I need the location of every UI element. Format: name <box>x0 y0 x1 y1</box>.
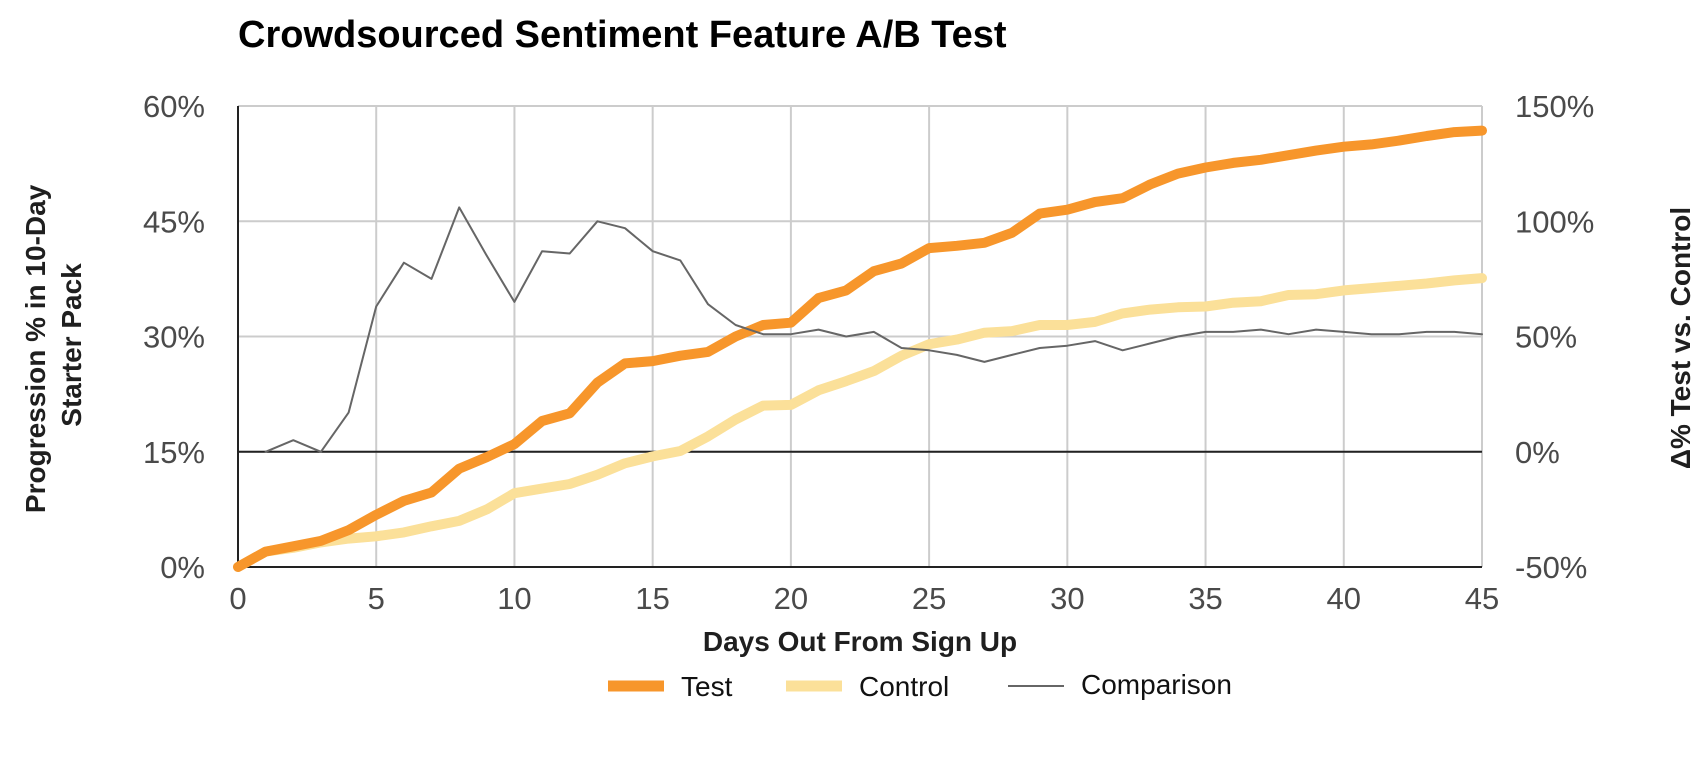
y-right-tick-label: 100% <box>1515 204 1594 239</box>
y-left-axis-title-line-1: Progression % in 10-Day <box>20 184 51 513</box>
x-tick-label: 35 <box>1188 581 1222 616</box>
y-right-tick-label: -50% <box>1515 550 1587 585</box>
x-tick-label: 20 <box>774 581 808 616</box>
x-tick-label: 15 <box>635 581 669 616</box>
x-tick-label: 45 <box>1465 581 1499 616</box>
series-line-control <box>233 273 1487 572</box>
legend: Test Control Comparison <box>608 669 1232 702</box>
legend-label-control: Control <box>859 671 949 702</box>
x-tick-label: 40 <box>1327 581 1361 616</box>
chart-title: Crowdsourced Sentiment Feature A/B Test <box>238 14 1007 56</box>
y-left-axis-title: Progression % in 10-Day Starter Pack <box>20 177 87 513</box>
y-right-tick-label: 150% <box>1515 89 1594 124</box>
x-tick-label: 25 <box>912 581 946 616</box>
series-line-test <box>233 125 1487 572</box>
series-lines <box>233 125 1487 572</box>
x-axis-title: Days Out From Sign Up <box>703 626 1017 657</box>
x-tick-label: 0 <box>229 581 246 616</box>
y-left-axis-title-line-2: Starter Pack <box>56 263 87 427</box>
x-tick-label: 10 <box>497 581 531 616</box>
x-tick-label: 30 <box>1050 581 1084 616</box>
tick-labels: 0 5 10 15 20 25 30 35 40 45 0% 15% 30% 45% 60% -50% 0% 50… <box>143 89 1594 616</box>
y-right-tick-label: 0% <box>1515 435 1560 470</box>
y-left-tick-label: 0% <box>160 550 205 585</box>
y-right-tick-label: 50% <box>1515 320 1577 355</box>
axes <box>237 106 1482 568</box>
y-left-tick-label: 60% <box>143 89 205 124</box>
y-left-tick-label: 15% <box>143 435 205 470</box>
x-tick-label: 5 <box>368 581 385 616</box>
series-line-comparison <box>264 206 1483 453</box>
y-right-axis-title: Δ% Test vs. Control <box>1665 207 1696 469</box>
y-left-tick-label: 45% <box>143 204 205 239</box>
y-left-tick-label: 30% <box>143 320 205 355</box>
legend-label-comparison: Comparison <box>1081 669 1232 700</box>
legend-label-test: Test <box>681 671 733 702</box>
